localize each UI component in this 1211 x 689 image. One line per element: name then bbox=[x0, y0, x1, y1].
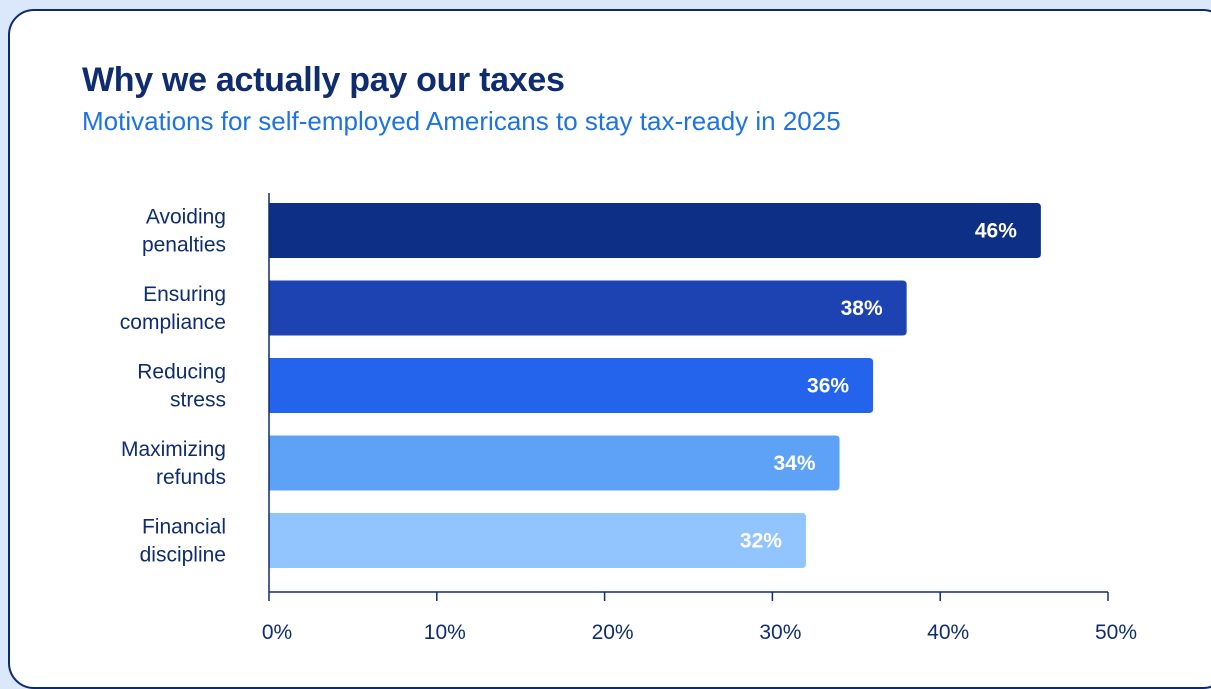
bar-value-label: 34% bbox=[773, 452, 815, 475]
bar-value-label: 38% bbox=[841, 297, 883, 320]
category-label: compliance bbox=[120, 311, 226, 334]
x-tick-label: 30% bbox=[759, 621, 801, 644]
x-tick-label: 10% bbox=[424, 621, 466, 644]
chart-card bbox=[8, 9, 1211, 689]
bar-value-label: 32% bbox=[740, 530, 782, 553]
category-label: penalties bbox=[142, 234, 226, 257]
category-label: discipline bbox=[140, 544, 226, 567]
bar bbox=[269, 358, 874, 413]
category-label: Reducing bbox=[137, 361, 226, 384]
bar bbox=[269, 513, 806, 568]
category-label: refunds bbox=[156, 466, 226, 489]
bar-value-label: 46% bbox=[975, 220, 1017, 243]
chart-subtitle: Motivations for self-employed Americans … bbox=[82, 106, 841, 136]
chart-title: Why we actually pay our taxes bbox=[82, 61, 565, 99]
bar bbox=[269, 435, 840, 491]
bar-value-label: 36% bbox=[807, 375, 849, 398]
category-label: Ensuring bbox=[143, 283, 226, 306]
x-tick-label: 20% bbox=[592, 621, 634, 644]
bar bbox=[269, 280, 907, 336]
x-tick-label: 40% bbox=[927, 621, 969, 644]
category-label: Maximizing bbox=[121, 438, 226, 461]
x-tick-label: 0% bbox=[262, 621, 292, 644]
category-label: Avoiding bbox=[146, 206, 226, 229]
x-tick-label: 50% bbox=[1095, 621, 1137, 644]
category-label: Financial bbox=[142, 516, 226, 539]
category-label: stress bbox=[170, 389, 226, 412]
bar bbox=[269, 203, 1041, 258]
